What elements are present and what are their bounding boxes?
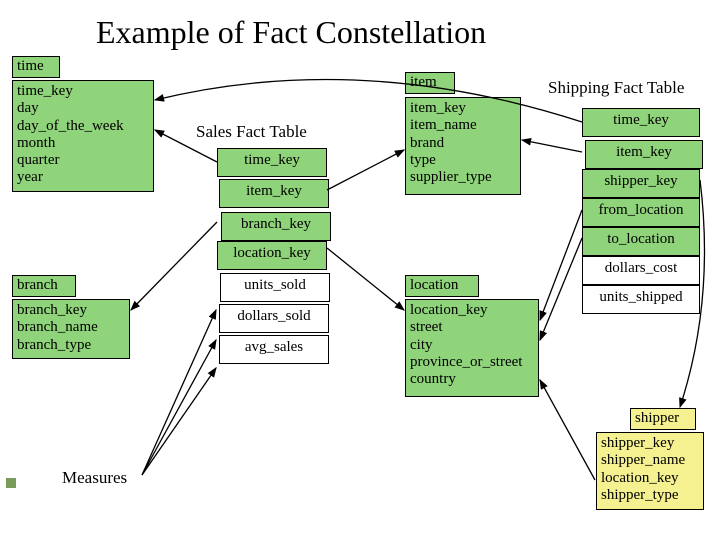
shipper-header: shipper xyxy=(630,408,696,430)
branch-box: branch_key branch_name branch_type xyxy=(12,299,130,359)
slide-title: Example of Fact Constellation xyxy=(96,14,486,51)
shipping-fact-label: Shipping Fact Table xyxy=(548,78,684,98)
sales-row: location_key xyxy=(217,241,327,270)
sales-row: time_key xyxy=(217,148,327,177)
branch-header: branch xyxy=(12,275,76,297)
item-header: item xyxy=(405,72,455,94)
sales-row: dollars_sold xyxy=(219,304,329,333)
shipping-row: from_location xyxy=(582,198,700,227)
item-box: item_key item_name brand type supplier_t… xyxy=(405,97,521,195)
location-header: location xyxy=(405,275,479,297)
time-header: time xyxy=(12,56,60,78)
time-box: time_key day day_of_the_week month quart… xyxy=(12,80,154,192)
sales-fact-label: Sales Fact Table xyxy=(196,122,307,142)
sales-row: avg_sales xyxy=(219,335,329,364)
sales-row: item_key xyxy=(219,179,329,208)
shipping-row: shipper_key xyxy=(582,169,700,198)
shipping-row: units_shipped xyxy=(582,285,700,314)
shipping-row: item_key xyxy=(585,140,703,169)
measures-label: Measures xyxy=(62,468,127,488)
shipper-box: shipper_key shipper_name location_key sh… xyxy=(596,432,704,510)
shipping-row: to_location xyxy=(582,227,700,256)
slide-bullet xyxy=(6,478,16,488)
shipping-row: dollars_cost xyxy=(582,256,700,285)
sales-row: units_sold xyxy=(220,273,330,302)
sales-row: branch_key xyxy=(221,212,331,241)
location-box: location_key street city province_or_str… xyxy=(405,299,539,397)
shipping-row: time_key xyxy=(582,108,700,137)
